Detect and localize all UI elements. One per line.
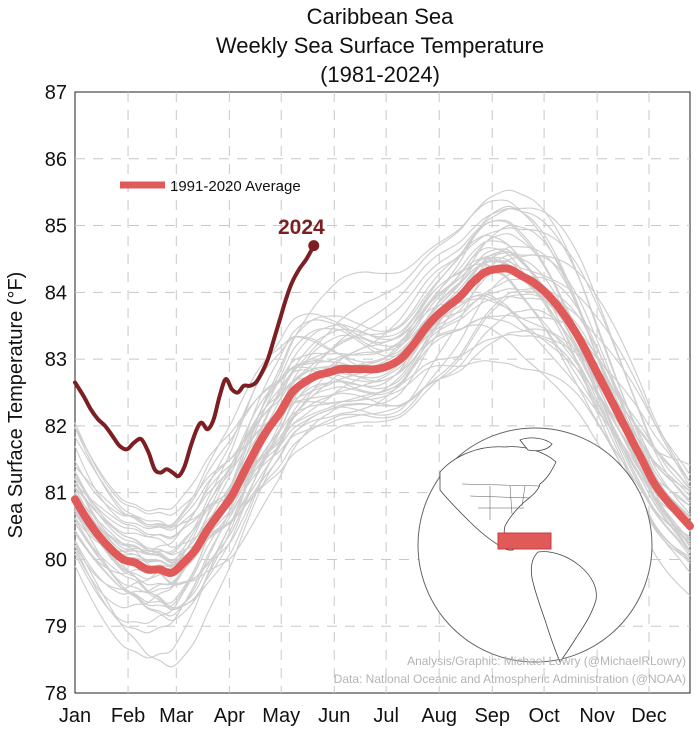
y-tick-label: 81 (45, 483, 67, 505)
endpoint-2024 (308, 240, 320, 252)
greenland-shape (519, 437, 553, 452)
x-tick-label: Apr (214, 705, 245, 727)
x-tick-label: Nov (579, 705, 615, 727)
series-2024 (73, 240, 320, 479)
x-tick-label: May (262, 705, 300, 727)
historical-year-line (74, 260, 691, 566)
y-axis-label: Sea Surface Temperature (°F) (5, 272, 27, 539)
x-tick-label: Aug (421, 705, 457, 727)
x-tick-label: Dec (631, 705, 667, 727)
y-tick-label: 80 (45, 549, 67, 571)
title-line-1: Caribbean Sea (307, 4, 455, 29)
south-america-shape (530, 551, 597, 663)
y-tick-label: 86 (45, 149, 67, 171)
y-tick-label: 85 (45, 216, 67, 238)
historical-year-line (74, 265, 691, 611)
historical-year-line (74, 250, 691, 585)
credit-data: Data: National Oceanic and Atmospheric A… (334, 672, 686, 686)
historical-year-line (74, 324, 691, 668)
y-tick-label: 87 (45, 82, 67, 104)
label-2024: 2024 (278, 216, 325, 239)
y-tick-labels: 78 79 80 81 82 83 84 85 86 87 (45, 82, 67, 705)
x-tick-label: Jul (373, 705, 399, 727)
credit-analysis: Analysis/Graphic: Michael Lowry (@Michae… (407, 654, 686, 668)
y-tick-label: 82 (45, 416, 67, 438)
y-tick-label: 79 (45, 616, 67, 638)
historical-year-line (74, 207, 691, 512)
x-tick-label: Oct (529, 705, 561, 727)
line-2024 (73, 243, 316, 479)
series-average (71, 264, 694, 577)
y-tick-label: 78 (45, 683, 67, 705)
legend-label-average: 1991-2020 Average (170, 178, 301, 195)
x-tick-label: Sep (474, 705, 510, 727)
title-line-3: (1981-2024) (320, 62, 440, 87)
us-borders (461, 483, 541, 520)
average-line (71, 264, 694, 577)
historical-year-line (74, 360, 691, 659)
caribbean-region-highlight (497, 532, 552, 550)
historical-year-line (74, 295, 691, 586)
historical-year-line (74, 227, 691, 528)
historical-year-line (74, 328, 691, 625)
historical-year-line (74, 240, 691, 564)
historical-year-line (74, 246, 691, 586)
historical-year-line (74, 270, 691, 609)
x-tick-label: Jun (318, 705, 350, 727)
legend: 1991-2020 Average (120, 178, 301, 195)
x-tick-label: Feb (111, 705, 145, 727)
credits: Analysis/Graphic: Michael Lowry (@Michae… (334, 654, 686, 686)
x-tick-label: Jan (59, 705, 91, 727)
historical-years (74, 189, 691, 668)
historical-year-line (74, 256, 691, 555)
y-tick-label: 84 (45, 282, 67, 304)
x-tick-label: Mar (159, 705, 194, 727)
chart-title: Caribbean Sea Weekly Sea Surface Tempera… (216, 4, 544, 87)
historical-year-line (74, 199, 691, 531)
title-line-2: Weekly Sea Surface Temperature (216, 33, 544, 58)
historical-year-line (74, 293, 691, 622)
y-tick-label: 83 (45, 349, 67, 371)
x-tick-labels: Jan Feb Mar Apr May Jun Jul Aug Sep Oct Nov Dec (59, 705, 667, 727)
globe-inset (417, 427, 653, 663)
historical-year-line (74, 207, 691, 529)
